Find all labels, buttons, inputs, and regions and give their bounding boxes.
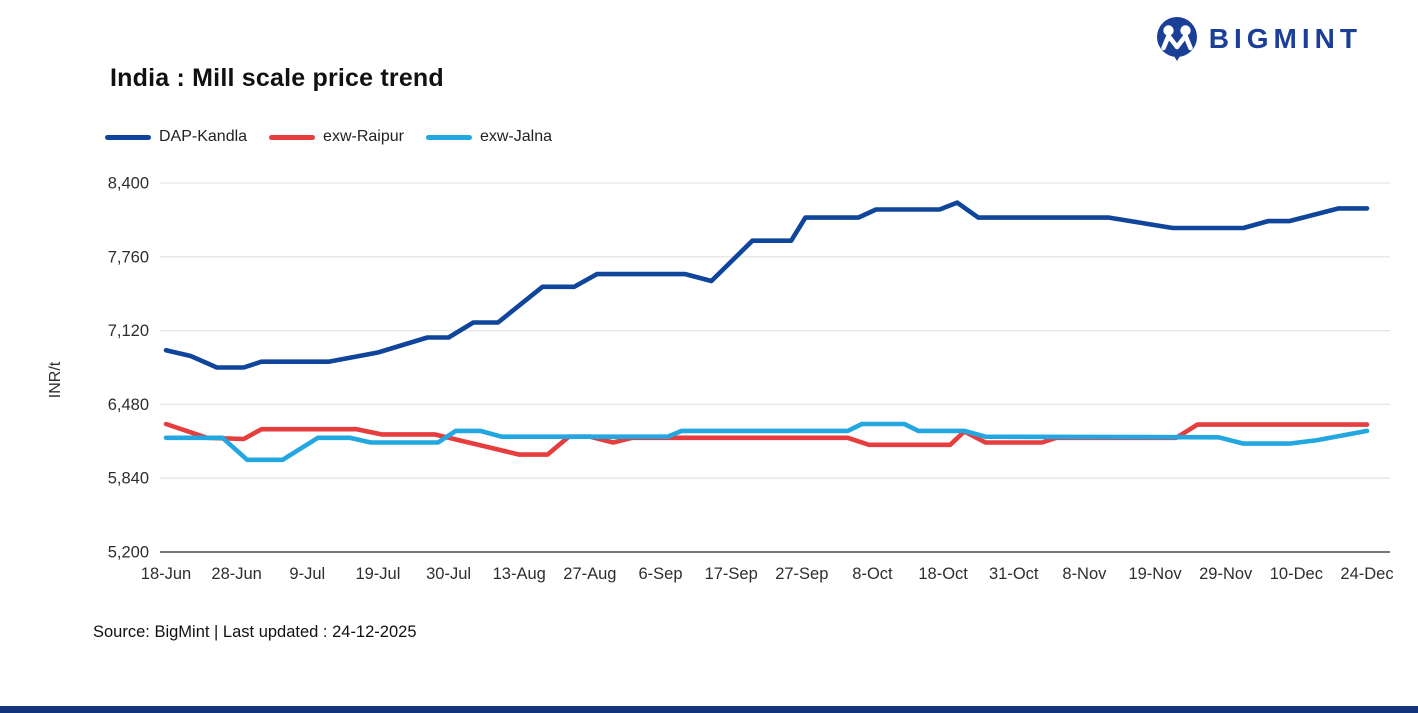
legend-label: DAP-Kandla [159, 128, 248, 145]
y-tick-label: 5,840 [108, 470, 149, 488]
legend-swatch-icon [105, 134, 151, 140]
x-tick-label: 19-Jul [355, 565, 400, 583]
y-tick-label: 6,480 [108, 396, 149, 414]
legend-label: exw-Jalna [479, 128, 552, 145]
legend-label: exw-Raipur [323, 128, 404, 145]
series-line-exw-jalna [163, 421, 1370, 463]
x-tick-label: 18-Jun [141, 565, 191, 583]
bigmint-logo-icon [1156, 17, 1197, 61]
bigmint-logo: BIGMINT [1155, 16, 1362, 62]
x-tick-label: 19-Nov [1128, 565, 1182, 583]
x-tick-label: 8-Nov [1062, 565, 1107, 583]
x-tick-label: 27-Aug [563, 565, 616, 583]
x-tick-label: 29-Nov [1199, 565, 1253, 583]
x-tick-label: 6-Sep [639, 565, 683, 583]
y-tick-label: 5,200 [108, 544, 149, 562]
x-tick-label: 18-Oct [918, 565, 968, 583]
series-line-exw-raipur [163, 421, 1370, 457]
y-tick-label: 8,400 [108, 175, 149, 193]
x-tick-label: 10-Dec [1270, 565, 1323, 583]
source-note: Source: BigMint | Last updated : 24-12-2… [93, 623, 417, 641]
legend-swatch-icon [269, 134, 316, 140]
chart-legend: DAP-Kandla exw-Raipur exw-Jalna [105, 128, 552, 146]
x-tick-label: 13-Aug [493, 565, 546, 583]
x-tick-label: 24-Dec [1340, 565, 1393, 583]
chart-title: India : Mill scale price trend [110, 64, 444, 92]
legend-item-dap-kandla[interactable]: DAP-Kandla [105, 128, 247, 146]
series-line-dap-kandla [163, 200, 1370, 370]
x-tick-label: 30-Jul [426, 565, 471, 583]
x-tick-label: 28-Jun [211, 565, 261, 583]
x-tick-label: 9-Jul [289, 565, 325, 583]
x-tick-label: 31-Oct [989, 565, 1039, 583]
x-tick-label: 17-Sep [705, 565, 758, 583]
legend-item-exw-raipur[interactable]: exw-Raipur [269, 128, 404, 146]
y-axis-title: INR/t [47, 361, 64, 398]
y-tick-label: 7,760 [108, 248, 149, 266]
x-tick-label: 27-Sep [775, 565, 828, 583]
legend-swatch-icon [425, 134, 472, 140]
y-tick-label: 7,120 [108, 322, 149, 340]
legend-item-exw-jalna[interactable]: exw-Jalna [425, 128, 552, 146]
brand-name: BIGMINT [1208, 23, 1362, 54]
bottom-accent-bar [0, 706, 1418, 713]
x-tick-label: 8-Oct [852, 565, 893, 583]
